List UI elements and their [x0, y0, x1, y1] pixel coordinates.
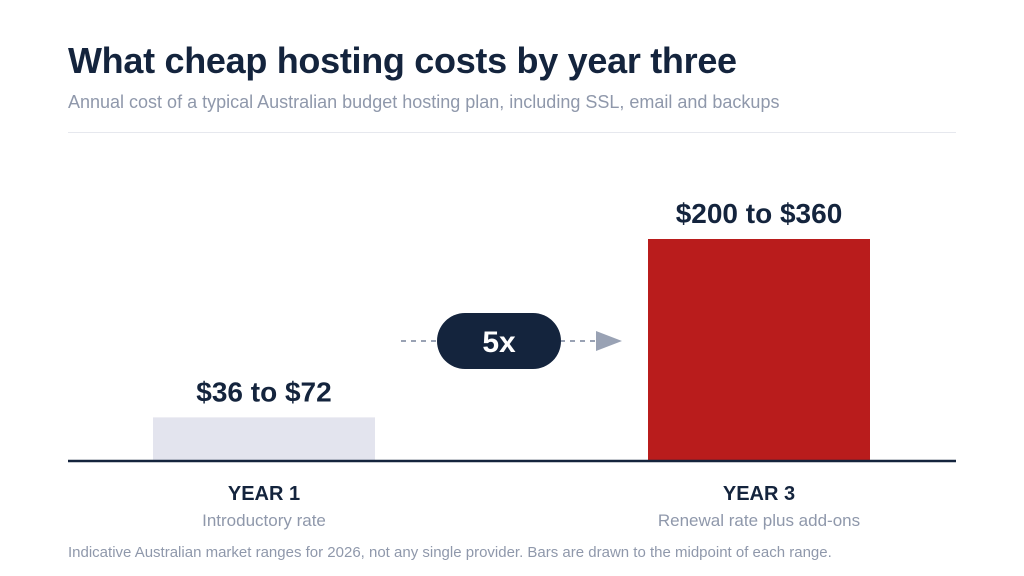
multiplier-pill — [437, 313, 561, 369]
category-label: YEAR 3 — [723, 483, 795, 505]
footnote: Indicative Australian market ranges for … — [68, 544, 832, 561]
category-sublabel: Renewal rate plus add-ons — [658, 511, 860, 530]
multiplier-label: 5x — [482, 326, 516, 359]
bars-group — [153, 239, 870, 460]
chart-subtitle: Annual cost of a typical Australian budg… — [68, 92, 780, 112]
category-labels-group: $36 to $72 YEAR 1 Introductory rate $200 to… — [196, 198, 860, 530]
chart-title: What cheap hosting costs by year three — [68, 40, 737, 81]
data-label: $36 to $72 — [196, 376, 331, 407]
arrow-head-icon — [596, 331, 622, 351]
bar-year-1 — [153, 417, 375, 460]
multiplier-annotation: 5x — [401, 313, 622, 369]
category-sublabel: Introductory rate — [202, 511, 326, 530]
data-label: $200 to $360 — [676, 198, 843, 229]
category-label: YEAR 1 — [228, 483, 300, 505]
bar-year-3 — [648, 239, 870, 460]
header-divider — [68, 132, 956, 133]
